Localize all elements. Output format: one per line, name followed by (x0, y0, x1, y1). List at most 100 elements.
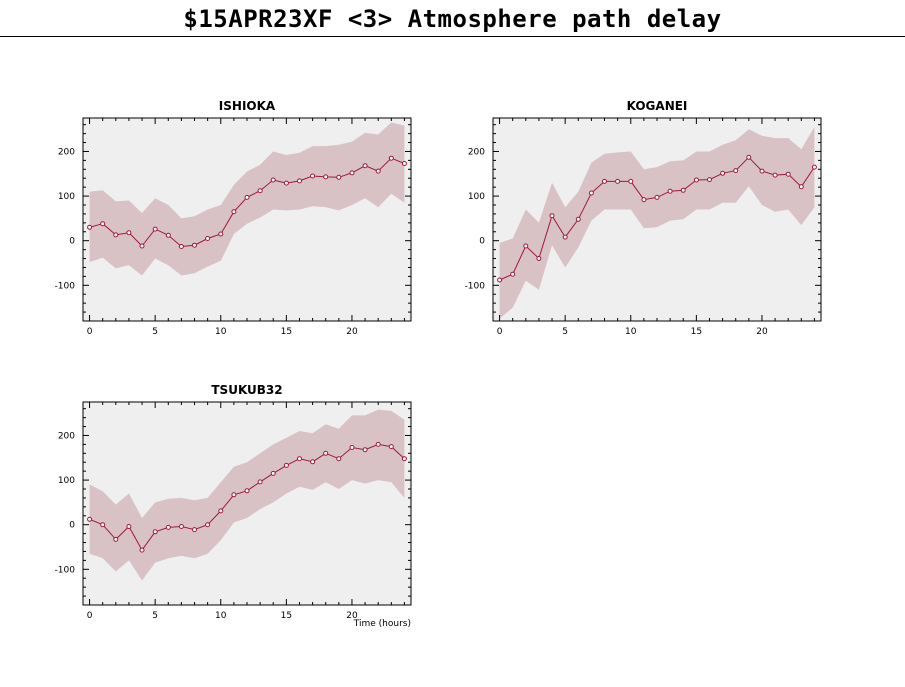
data-point (139, 547, 145, 553)
data-point (388, 444, 394, 450)
data-point (336, 456, 342, 462)
data-point (178, 524, 184, 529)
x-tick-label: 0 (497, 327, 503, 337)
chart-title: ISHIOKA (219, 99, 276, 113)
data-point (375, 441, 381, 447)
data-point (615, 178, 621, 184)
data-point (323, 174, 329, 180)
data-point (270, 177, 276, 183)
x-tick-label: 20 (756, 327, 768, 337)
data-point (283, 180, 289, 186)
x-tick-label: 15 (281, 327, 292, 337)
data-point (798, 184, 804, 190)
x-tick-label: 10 (215, 327, 227, 337)
y-tick-label: -100 (465, 281, 486, 291)
data-point (536, 256, 542, 261)
data-point (244, 488, 250, 494)
x-tick-label: 15 (281, 611, 292, 621)
x-tick-label: 15 (691, 327, 702, 337)
chart-title: TSUKUB32 (211, 383, 282, 397)
data-point (152, 226, 158, 232)
data-point (152, 529, 158, 535)
data-point (231, 209, 237, 215)
data-point (218, 508, 224, 514)
data-point (628, 178, 634, 184)
data-point (244, 194, 250, 200)
x-tick-label: 0 (87, 327, 93, 337)
data-point (588, 190, 594, 196)
data-point (388, 155, 394, 161)
data-point (667, 188, 673, 194)
data-point (270, 470, 276, 476)
data-point (310, 459, 316, 465)
data-point (654, 194, 660, 200)
y-tick-label: 200 (58, 431, 75, 441)
data-point (693, 177, 699, 183)
data-point (87, 516, 93, 522)
data-point (165, 524, 171, 530)
y-tick-label: 200 (468, 147, 485, 157)
x-axis-label: Time (hours) (353, 619, 411, 629)
chart-panel: ISHIOKA 0 5 10 15 20 -100 0 100 200 (55, 99, 412, 337)
data-point (785, 171, 791, 177)
data-point (126, 230, 132, 236)
data-point (165, 232, 171, 238)
data-point (205, 522, 211, 528)
data-point (641, 197, 647, 203)
x-tick-label: 5 (562, 327, 568, 337)
y-tick-label: -100 (55, 281, 76, 291)
x-tick-label: 0 (87, 611, 93, 621)
data-point (231, 492, 237, 498)
x-tick-label: 10 (625, 327, 637, 337)
data-point (523, 243, 529, 249)
data-point (401, 161, 407, 166)
x-tick-label: 5 (152, 327, 158, 337)
data-point (375, 168, 381, 174)
y-tick-label: 100 (468, 192, 485, 202)
data-point (336, 174, 342, 180)
data-point (139, 243, 145, 249)
data-point (178, 244, 184, 249)
data-point (113, 536, 119, 542)
data-point (746, 154, 752, 160)
data-point (283, 462, 289, 468)
data-point (772, 172, 778, 178)
data-point (811, 164, 817, 170)
data-point (218, 231, 224, 237)
data-point (362, 163, 368, 169)
data-point (759, 168, 765, 174)
data-point (510, 271, 516, 277)
data-point (707, 177, 712, 183)
data-point (87, 224, 93, 230)
data-point (100, 522, 106, 528)
data-point (497, 277, 503, 283)
data-point (192, 527, 197, 533)
data-point (362, 447, 368, 453)
y-tick-label: 0 (479, 237, 485, 247)
data-point (100, 221, 106, 227)
data-point (720, 170, 726, 176)
data-point (297, 456, 302, 462)
data-point (401, 456, 407, 462)
chart-title: KOGANEI (627, 99, 688, 113)
data-point (349, 170, 355, 176)
data-point (205, 236, 211, 241)
x-tick-label: 5 (152, 611, 158, 621)
data-point (126, 524, 132, 529)
y-tick-label: 0 (69, 237, 75, 247)
data-point (297, 178, 302, 184)
x-tick-label: 20 (346, 611, 358, 621)
data-point (323, 450, 329, 456)
data-point (257, 188, 263, 194)
data-point (310, 173, 316, 179)
chart-panel: TSUKUB32 0 5 10 15 20 -100 0 100 200 Time (hours) (55, 383, 412, 629)
data-point (192, 242, 197, 248)
y-tick-label: -100 (55, 565, 76, 575)
data-point (257, 479, 263, 485)
y-tick-label: 200 (58, 147, 75, 157)
y-tick-label: 100 (58, 192, 75, 202)
x-tick-label: 10 (215, 611, 227, 621)
data-point (349, 445, 355, 450)
title-divider (0, 36, 905, 37)
